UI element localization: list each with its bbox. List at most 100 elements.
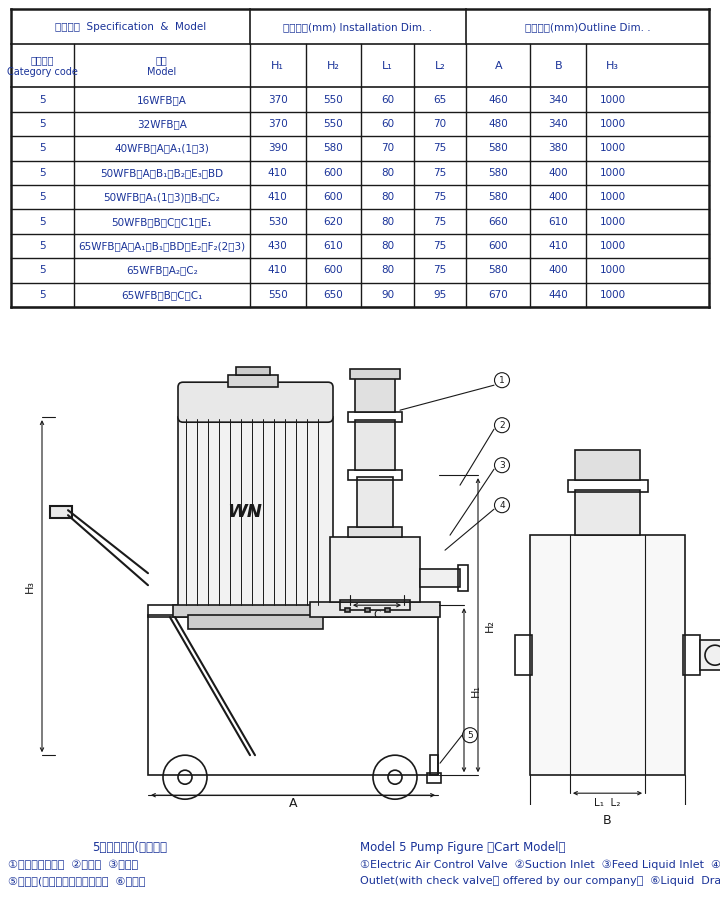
- Text: 75: 75: [433, 241, 446, 251]
- Text: 580: 580: [488, 265, 508, 275]
- Bar: [50, 506, 72, 518]
- Text: L₁  L₂: L₁ L₂: [594, 798, 620, 808]
- Text: 90: 90: [381, 290, 394, 300]
- Text: H₃: H₃: [25, 579, 35, 592]
- Text: 5: 5: [39, 290, 45, 300]
- Text: 370: 370: [268, 94, 287, 104]
- Text: 1000: 1000: [600, 216, 626, 226]
- Bar: [355, 377, 395, 412]
- Text: 65: 65: [433, 94, 446, 104]
- Text: 480: 480: [488, 119, 508, 129]
- Text: 75: 75: [433, 265, 446, 275]
- Text: 32WFB－A: 32WFB－A: [137, 119, 186, 129]
- Text: 460: 460: [488, 94, 508, 104]
- Text: H₁: H₁: [271, 61, 284, 71]
- Text: 50WFB－A₁(1～3)、B₃、C₂: 50WFB－A₁(1～3)、B₃、C₂: [103, 192, 220, 202]
- Text: 5: 5: [39, 216, 45, 226]
- Bar: [330, 537, 420, 602]
- Bar: [420, 569, 460, 587]
- Text: 60: 60: [381, 119, 394, 129]
- Text: 410: 410: [268, 192, 287, 202]
- Text: H₂: H₂: [327, 61, 340, 71]
- Bar: [458, 565, 468, 591]
- Text: 外形尺寸(mm)Outline Dim. .: 外形尺寸(mm)Outline Dim. .: [525, 22, 650, 31]
- Text: H₃: H₃: [606, 61, 619, 71]
- Bar: [178, 418, 333, 607]
- Text: 1000: 1000: [600, 168, 626, 178]
- Bar: [228, 375, 278, 387]
- Text: L₂: L₂: [435, 61, 446, 71]
- Text: 550: 550: [323, 119, 343, 129]
- Text: 440: 440: [549, 290, 568, 300]
- Bar: [427, 773, 441, 784]
- Text: 5型泵示意图(推车型）: 5型泵示意图(推车型）: [92, 842, 168, 855]
- Text: 1000: 1000: [600, 265, 626, 275]
- Text: 400: 400: [549, 168, 568, 178]
- Text: 5: 5: [39, 241, 45, 251]
- Text: L₁: L₁: [382, 61, 393, 71]
- Bar: [357, 477, 393, 528]
- Bar: [575, 450, 640, 480]
- Text: ①Electric Air Control Valve  ②Suction Inlet  ③Feed Liquid Inlet  ④Liquid: ①Electric Air Control Valve ②Suction Inl…: [360, 859, 720, 870]
- Text: 80: 80: [381, 265, 394, 275]
- Text: 类别代码
Category code: 类别代码 Category code: [6, 55, 78, 77]
- Text: B: B: [603, 814, 611, 827]
- Text: 规格型号  Specification  &  Model: 规格型号 Specification & Model: [55, 22, 206, 31]
- Text: 1000: 1000: [600, 143, 626, 153]
- Text: 400: 400: [549, 192, 568, 202]
- Text: 5: 5: [39, 192, 45, 202]
- Bar: [236, 367, 270, 375]
- Bar: [348, 528, 402, 537]
- Text: 5: 5: [39, 143, 45, 153]
- Text: 5: 5: [39, 265, 45, 275]
- Text: 1000: 1000: [600, 241, 626, 251]
- Text: 75: 75: [433, 143, 446, 153]
- Text: 400: 400: [549, 265, 568, 275]
- Text: 50WFB－B、C、C1、E₁: 50WFB－B、C、C1、E₁: [112, 216, 212, 226]
- Text: 80: 80: [381, 241, 394, 251]
- Text: 550: 550: [323, 94, 343, 104]
- Text: 1000: 1000: [600, 192, 626, 202]
- Text: 安装尺寸(mm) Installation Dim. .: 安装尺寸(mm) Installation Dim. .: [284, 22, 433, 31]
- Text: 660: 660: [488, 216, 508, 226]
- Text: 80: 80: [381, 192, 394, 202]
- Text: 65WFB－A、A₁、B₁、BD、E₂、F₂(2～3): 65WFB－A、A₁、B₁、BD、E₂、F₂(2～3): [78, 241, 246, 251]
- Text: 530: 530: [268, 216, 287, 226]
- Text: 80: 80: [381, 168, 394, 178]
- Text: 2: 2: [499, 420, 505, 430]
- Text: 型号
Model: 型号 Model: [147, 55, 176, 77]
- Bar: [515, 635, 532, 675]
- Text: 5: 5: [467, 731, 473, 740]
- Text: 4: 4: [499, 501, 505, 510]
- Text: 600: 600: [324, 168, 343, 178]
- Text: C: C: [373, 610, 381, 620]
- Text: 580: 580: [488, 143, 508, 153]
- Text: 670: 670: [488, 290, 508, 300]
- Text: 650: 650: [323, 290, 343, 300]
- Text: 410: 410: [549, 241, 568, 251]
- Text: A: A: [289, 796, 297, 809]
- Text: WN: WN: [228, 504, 263, 521]
- Text: 40WFB－A、A₁(1～3): 40WFB－A、A₁(1～3): [114, 143, 209, 153]
- Text: Model 5 Pump Figure （Cart Model）: Model 5 Pump Figure （Cart Model）: [360, 842, 565, 855]
- Text: 60: 60: [381, 94, 394, 104]
- Text: Outlet(with check valve， offered by our company）  ⑥Liquid  Drain Hole: Outlet(with check valve， offered by our …: [360, 876, 720, 886]
- Text: 600: 600: [324, 192, 343, 202]
- Text: 410: 410: [268, 265, 287, 275]
- Bar: [310, 602, 440, 617]
- Text: 610: 610: [323, 241, 343, 251]
- Text: 70: 70: [381, 143, 394, 153]
- Text: 580: 580: [488, 168, 508, 178]
- Bar: [340, 601, 410, 610]
- Bar: [348, 470, 402, 480]
- Bar: [530, 535, 685, 775]
- Bar: [173, 605, 338, 617]
- Text: 610: 610: [549, 216, 568, 226]
- Text: 5: 5: [39, 168, 45, 178]
- Text: ⑤出液口(带逆止阀，本公司供）  ⑥放空口: ⑤出液口(带逆止阀，本公司供） ⑥放空口: [8, 876, 145, 886]
- Text: 3: 3: [499, 461, 505, 469]
- Text: 50WFB－A、B₁、B₂、E₃、BD: 50WFB－A、B₁、B₂、E₃、BD: [100, 168, 223, 178]
- Text: 1: 1: [499, 376, 505, 384]
- Text: 410: 410: [268, 168, 287, 178]
- Text: H₁: H₁: [471, 684, 481, 697]
